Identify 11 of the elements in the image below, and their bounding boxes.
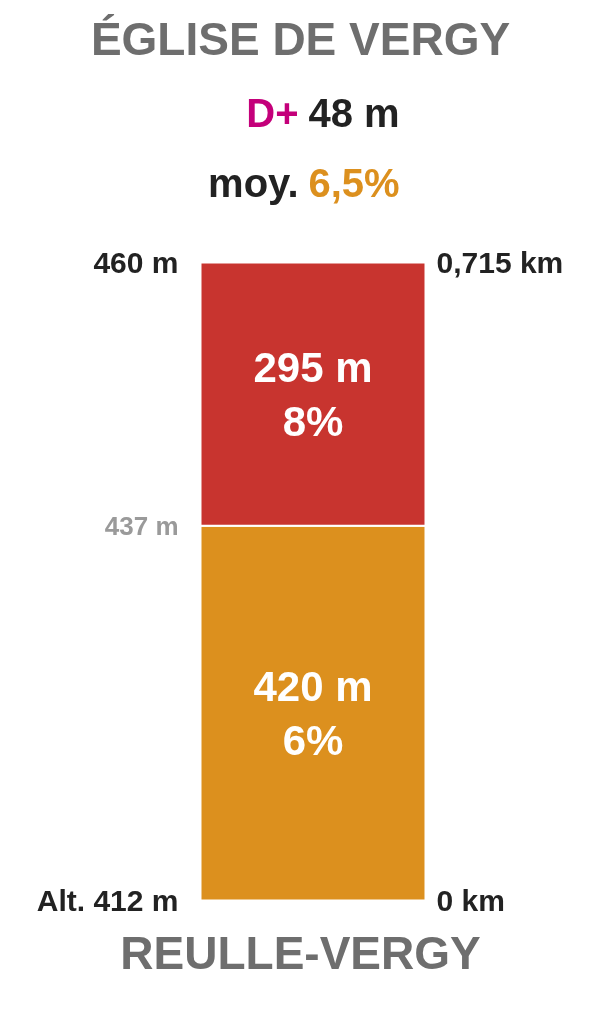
x-axis-title: REULLE-VERGY <box>120 926 481 979</box>
text: 0,715 km <box>436 246 564 279</box>
data-label: 420 m 6% <box>253 662 373 764</box>
text: 437 m <box>104 510 179 541</box>
data-label: 295 m 8% <box>253 343 373 445</box>
text: moy. 6,5% <box>208 160 400 205</box>
chart-subtitle: D+ 48 m <box>246 90 400 135</box>
text: 0 km <box>436 884 505 917</box>
text: 460 m <box>93 246 179 279</box>
chart-title: ÉGLISE DE VERGY <box>90 12 511 65</box>
text: Alt. 412 m <box>36 884 179 917</box>
